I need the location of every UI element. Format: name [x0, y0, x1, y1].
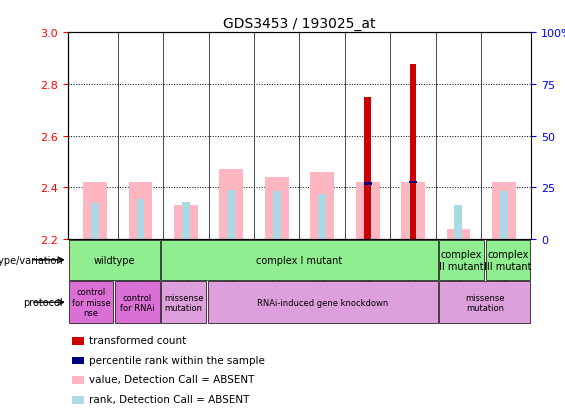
Text: complex
III mutant: complex III mutant — [484, 249, 532, 271]
Bar — [137, 199, 145, 240]
Bar — [72, 376, 84, 384]
Bar — [454, 206, 462, 240]
FancyBboxPatch shape — [440, 240, 484, 280]
Bar — [364, 97, 371, 240]
Text: protocol: protocol — [24, 297, 63, 308]
Text: rank, Detection Call = ABSENT: rank, Detection Call = ABSENT — [89, 394, 249, 404]
Bar — [355, 183, 380, 240]
Bar — [446, 229, 470, 240]
FancyBboxPatch shape — [69, 282, 113, 323]
Bar — [492, 183, 516, 240]
FancyBboxPatch shape — [69, 240, 159, 280]
Bar — [227, 190, 235, 240]
Text: complex
II mutant: complex II mutant — [440, 249, 484, 271]
Bar — [401, 183, 425, 240]
Text: transformed count: transformed count — [89, 335, 186, 345]
Bar — [72, 337, 84, 345]
Bar — [364, 185, 372, 240]
Bar — [265, 178, 289, 240]
FancyBboxPatch shape — [208, 282, 437, 323]
Bar — [72, 396, 84, 404]
Text: RNAi-induced gene knockdown: RNAi-induced gene knockdown — [257, 298, 388, 307]
FancyBboxPatch shape — [486, 240, 530, 280]
Bar — [318, 195, 326, 240]
Bar — [364, 183, 372, 185]
FancyBboxPatch shape — [162, 282, 206, 323]
Text: value, Detection Call = ABSENT: value, Detection Call = ABSENT — [89, 375, 254, 385]
Text: missense
mutation: missense mutation — [164, 293, 203, 312]
FancyBboxPatch shape — [115, 282, 159, 323]
Bar — [409, 184, 417, 240]
Text: complex I mutant: complex I mutant — [257, 255, 342, 265]
Bar — [91, 204, 99, 240]
Bar — [174, 206, 198, 240]
Bar — [72, 357, 84, 365]
Bar — [182, 202, 190, 240]
Bar — [500, 192, 508, 240]
Text: wildtype: wildtype — [93, 255, 135, 265]
Text: genotype/variation: genotype/variation — [0, 255, 63, 265]
Bar — [409, 181, 417, 184]
Text: missense
mutation: missense mutation — [465, 293, 505, 312]
FancyBboxPatch shape — [440, 282, 530, 323]
Text: control
for RNAi: control for RNAi — [120, 293, 155, 312]
Bar — [273, 192, 281, 240]
Title: GDS3453 / 193025_at: GDS3453 / 193025_at — [223, 17, 376, 31]
Text: percentile rank within the sample: percentile rank within the sample — [89, 355, 264, 365]
Bar — [83, 183, 107, 240]
Text: control
for misse
nse: control for misse nse — [72, 288, 110, 317]
Bar — [219, 170, 244, 240]
Bar — [310, 173, 334, 240]
Bar — [129, 183, 153, 240]
Bar — [410, 65, 416, 240]
FancyBboxPatch shape — [162, 240, 437, 280]
